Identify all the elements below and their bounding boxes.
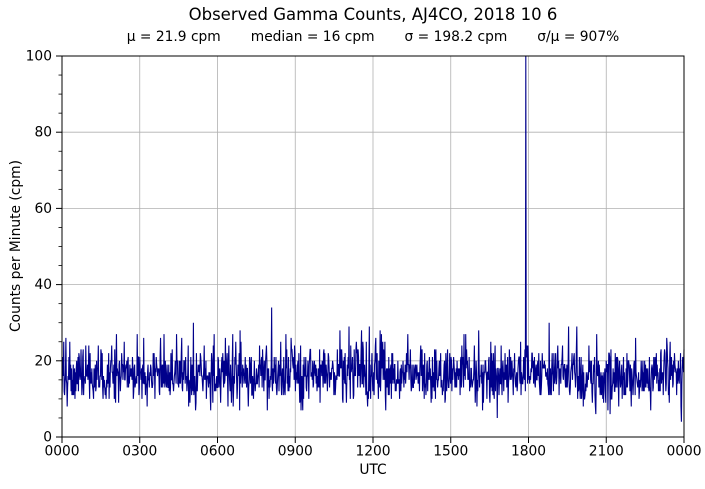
x-tick-label: 0000 [44,444,79,460]
x-tick-label: 0300 [122,444,157,460]
x-tick-label: 0900 [278,444,313,460]
y-tick-label: 60 [34,201,52,217]
y-tick-label: 0 [43,430,52,446]
x-tick-label: 0000 [666,444,701,460]
chart-stats-line: μ = 21.9 cpm median = 16 cpm σ = 198.2 c… [62,29,684,46]
y-tick-label: 80 [34,125,52,141]
chart-title: Observed Gamma Counts, AJ4CO, 2018 10 6 [188,5,558,24]
stat-sigma-over-mu: σ/μ = 907% [537,29,620,45]
x-tick-label: 0600 [200,444,235,460]
x-tick-label: 1200 [355,444,390,460]
stat-sigma: σ = 198.2 cpm [404,29,508,45]
y-tick-label: 100 [26,49,52,65]
x-tick-label: 1500 [433,444,468,460]
y-tick-label: 40 [34,277,52,293]
x-tick-label: 2100 [589,444,624,460]
x-tick-label: 1800 [511,444,546,460]
gamma-counts-series-line [61,55,685,422]
y-axis-label: Counts per Minute (cpm) [8,160,24,332]
x-axis-label: UTC [359,462,387,478]
y-tick-label: 20 [34,353,52,369]
stat-mean: μ = 21.9 cpm [126,29,221,45]
stat-median: median = 16 cpm [250,29,375,45]
